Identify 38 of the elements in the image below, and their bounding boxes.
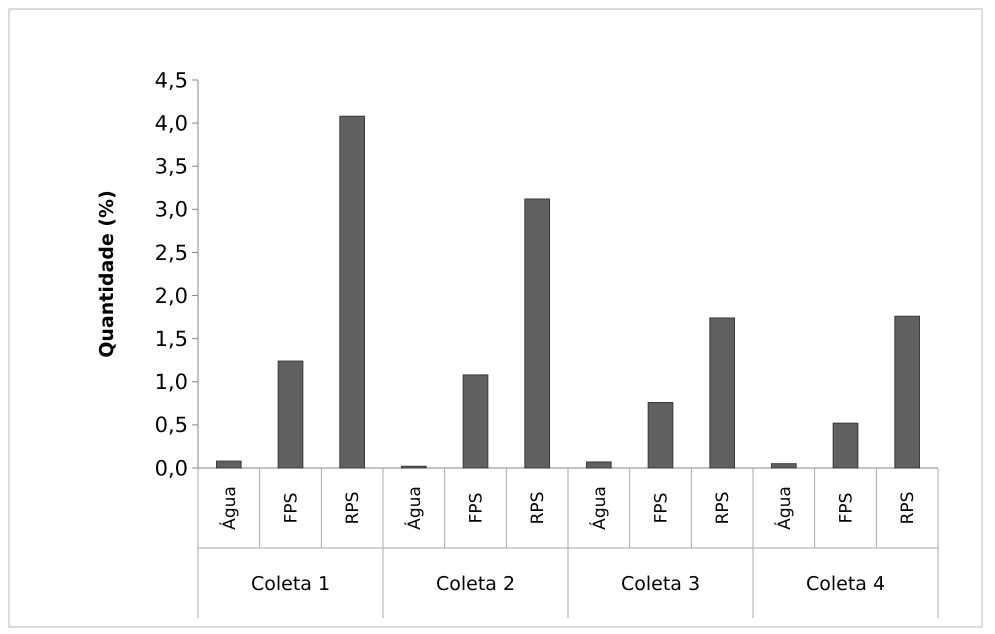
bar <box>524 198 550 468</box>
x-tick-label: FPS <box>651 492 672 524</box>
bar <box>648 402 674 468</box>
x-tick-label: Água <box>588 486 610 530</box>
x-tick-label: FPS <box>466 492 486 524</box>
y-tick-label: 3,0 <box>154 198 188 222</box>
text: Coleta 3 <box>620 573 700 595</box>
y-tick-label: 1,5 <box>154 327 188 352</box>
x-tick-label: FPS <box>281 492 302 524</box>
bar <box>462 374 488 468</box>
x-tick-label: RPS <box>528 492 548 524</box>
x-tick-label: Água <box>218 486 240 530</box>
y-tick-label: 4,5 <box>154 68 188 92</box>
y-tick-label: 1,0 <box>154 370 188 394</box>
y-axis-title: Quantidade (%) <box>96 190 118 358</box>
bar <box>709 317 735 468</box>
y-tick-label: 2,0 <box>154 284 188 308</box>
y-tick-label: 2,5 <box>154 240 188 265</box>
x-tick-label: RPS <box>898 492 918 524</box>
bar <box>339 116 365 468</box>
x-tick-label: RPS <box>713 492 734 524</box>
text: Coleta 2 <box>436 573 516 595</box>
x-tick-label: RPS <box>343 492 364 524</box>
x-tick-label: FPS <box>836 492 856 524</box>
bar <box>278 360 304 468</box>
y-tick-label: 0,0 <box>154 456 188 480</box>
bar <box>771 463 797 468</box>
y-tick-label: 3,5 <box>154 154 188 179</box>
bar <box>216 460 242 468</box>
x-tick-label: Água <box>404 486 425 530</box>
y-tick-label: 0,5 <box>154 413 188 438</box>
y-tick-label: 4,0 <box>154 111 188 136</box>
text: Coleta 1 <box>250 573 330 595</box>
bar <box>894 316 920 468</box>
text: Coleta 4 <box>806 573 886 595</box>
bar <box>586 461 612 468</box>
x-tick-label: Água <box>774 486 795 530</box>
bar <box>832 422 858 468</box>
